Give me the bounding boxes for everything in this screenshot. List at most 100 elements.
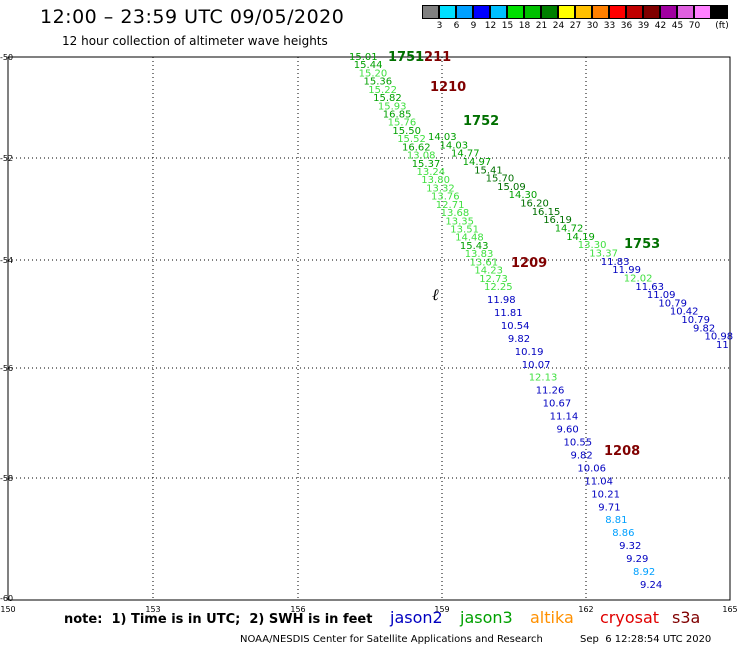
wave-height-label: 15.37 [412, 159, 441, 170]
wave-height-label: 10.07 [522, 360, 551, 371]
latitude-tick-label: -52 [0, 154, 13, 163]
wave-height-label: 9.82 [571, 451, 593, 462]
wave-height-label: 15.76 [388, 118, 417, 129]
legend-label: 39 [637, 21, 650, 31]
wave-height-label: 15.22 [368, 85, 397, 96]
legend-swatch [592, 5, 609, 19]
wave-height-label: 10.79 [681, 315, 710, 326]
wave-height-label: 9.32 [619, 541, 641, 552]
wave-height-label: 13.68 [441, 208, 470, 219]
wave-height-label: 11.99 [612, 265, 641, 276]
wave-height-label: 9.60 [557, 425, 579, 436]
legend-swatch [660, 5, 677, 19]
pass-number-label: 1210 [430, 80, 466, 95]
wave-height-label: 14.72 [555, 224, 584, 235]
wave-height-label: 10.55 [564, 438, 593, 449]
satellite-name-s3a: s3a [672, 608, 701, 627]
pass-number-label: 1211 [415, 50, 451, 65]
longitude-tick-label: 150 [0, 605, 15, 614]
wave-height-label: 14.77 [451, 149, 480, 160]
wave-height-label: 15.41 [474, 165, 503, 176]
map-border [7, 56, 731, 601]
legend-swatch [711, 5, 728, 19]
wave-height-label: 9.24 [640, 580, 662, 591]
wave-height-label: 14.48 [455, 233, 484, 244]
legend-swatch [694, 5, 711, 19]
wave-height-label: 16.20 [520, 199, 549, 210]
wave-height-label: 14.19 [566, 232, 595, 243]
wave-height-label: 15.44 [354, 60, 383, 71]
wave-height-label: 15.20 [359, 68, 388, 79]
wave-height-label: 13.32 [426, 183, 455, 194]
legend-label: 33 [603, 21, 616, 31]
wave-height-label: 16.85 [383, 110, 412, 121]
legend-label: 12 [484, 21, 497, 31]
legend-label: 9 [470, 21, 477, 31]
satellite-name-jason3: jason3 [460, 608, 513, 627]
map-title: 12:00 – 23:59 UTC 09/05/2020 [40, 6, 345, 28]
legend-swatch [422, 5, 439, 19]
longitude-tick-label: 162 [578, 605, 593, 614]
longitude-tick-label: 165 [722, 605, 737, 614]
wave-height-label: 13.30 [578, 240, 607, 251]
wave-height-label: 14.03 [428, 132, 457, 143]
wave-height-label: 9.29 [626, 554, 648, 565]
wave-height-label: 15.09 [497, 182, 526, 193]
latitude-tick-label: -56 [0, 364, 13, 373]
wave-height-label: 10.54 [501, 321, 530, 332]
land-fragment-mark: ℓ [432, 285, 439, 304]
wave-height-label: 13.37 [589, 249, 618, 260]
legend-label: 70 [688, 21, 701, 31]
legend-swatch [490, 5, 507, 19]
wave-height-label: 9.82 [508, 334, 530, 345]
wave-height-label: 11 [716, 340, 729, 351]
footer-credit: NOAA/NESDIS Center for Satellite Applica… [240, 634, 543, 645]
wave-height-label: 15.82 [373, 93, 402, 104]
pass-number-label: 1752 [463, 114, 499, 129]
satellite-name-altika: altika [530, 608, 574, 627]
satellite-name-jason2: jason2 [390, 608, 443, 627]
footer-note: note: 1) Time is in UTC; 2) SWH is in fe… [64, 612, 373, 627]
legend-label: 15 [501, 21, 514, 31]
satellite-name-cryosat: cryosat [600, 608, 660, 627]
wave-height-label: 10.21 [591, 489, 620, 500]
pass-number-label: 1208 [604, 444, 640, 459]
wave-height-label: 13.61 [470, 257, 499, 268]
legend-swatch [677, 5, 694, 19]
legend-label: 6 [453, 21, 460, 31]
wave-height-label: 10.42 [670, 307, 699, 318]
wave-height-label: 9.71 [598, 502, 620, 513]
axis-tick-labels: 150 153 156 159 162 165 -50 -52 -54 -56 -58 -60 [0, 53, 738, 614]
pass-number-label: 1209 [511, 256, 547, 271]
wave-height-label: 8.92 [633, 567, 655, 578]
wave-height-label: 9.82 [693, 323, 715, 334]
wave-height-label: 16.15 [532, 207, 561, 218]
wave-height-label: 11.63 [635, 282, 664, 293]
wave-height-label: 12.13 [529, 373, 558, 384]
wave-height-label: 15.70 [486, 174, 515, 185]
map-subtitle: 12 hour collection of altimeter wave hei… [62, 34, 328, 48]
latitude-tick-label: -58 [0, 474, 13, 483]
wave-height-label: 11.26 [536, 386, 565, 397]
pass-number-label: 1751 [388, 50, 424, 65]
legend-label: 27 [569, 21, 582, 31]
wave-height-label: 15.43 [460, 241, 489, 252]
legend-unit: (ft) [715, 21, 729, 31]
legend-swatch [643, 5, 660, 19]
legend-label: 45 [671, 21, 684, 31]
wave-height-label: 14.30 [509, 190, 538, 201]
wave-height-label: 15.50 [392, 126, 421, 137]
longitude-tick-label: 153 [145, 605, 160, 614]
color-scale-legend: 3 6 9 12 15 18 21 24 27 30 33 36 39 42 45 70 (ft) [422, 5, 729, 33]
legend-label: 36 [620, 21, 633, 31]
wave-height-label: 15.52 [397, 134, 426, 145]
wave-height-label: 16.62 [402, 142, 431, 153]
wave-height-label: 10.19 [515, 347, 544, 358]
wave-height-label: 15.36 [364, 77, 393, 88]
wave-height-label: 10.06 [577, 463, 606, 474]
wave-height-label: 16.19 [543, 215, 572, 226]
legend-label: 21 [535, 21, 548, 31]
legend-swatch [575, 5, 592, 19]
legend-swatch [524, 5, 541, 19]
wave-height-label: 11.98 [487, 295, 516, 306]
